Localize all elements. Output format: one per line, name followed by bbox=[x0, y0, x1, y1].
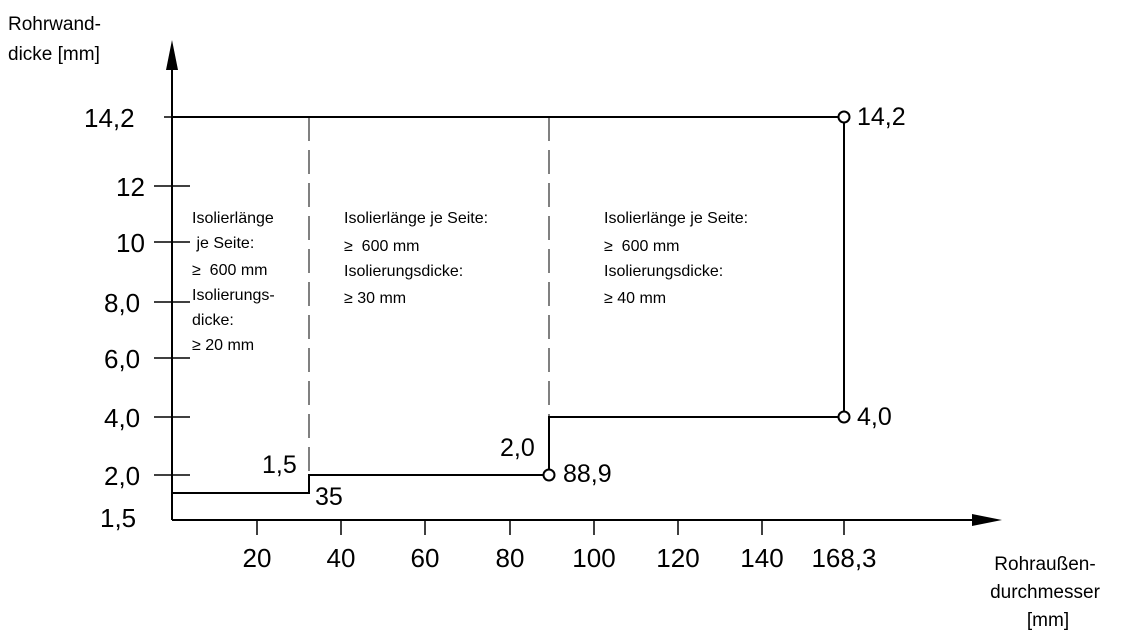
y-axis-title-line-1: Rohrwand- bbox=[8, 14, 101, 35]
x-axis-title-line-1: Rohraußen- bbox=[994, 554, 1095, 575]
x-tick-label: 168,3 bbox=[811, 543, 876, 573]
x-tick-label: 80 bbox=[496, 543, 525, 573]
zone-text-line: ≥ 30 mm bbox=[344, 290, 406, 307]
x-tick-label: 60 bbox=[411, 543, 440, 573]
zone-1-text: Isolierlänge je Seite: ≥ 600 mm Isolieru… bbox=[192, 210, 275, 354]
x-axis-title-line-3: [mm] bbox=[1027, 610, 1069, 631]
zone-text-line: Isolierlänge je Seite: bbox=[344, 210, 488, 227]
x-axis-arrow bbox=[972, 514, 1002, 526]
min-wall-thickness-step-line bbox=[548, 416, 838, 469]
zone-text-line: Isolierungsdicke: bbox=[604, 263, 723, 280]
annotation-step1-diameter: 35 bbox=[315, 483, 343, 511]
annotation-step2-wall: 2,0 bbox=[500, 434, 535, 462]
zone-text-line: dicke: bbox=[192, 312, 234, 329]
x-axis-title-line-2: durchmesser bbox=[990, 582, 1100, 603]
zone-text-line: Isolierlänge je Seite: bbox=[604, 210, 748, 227]
zone-2-text: Isolierlänge je Seite: ≥ 600 mm Isolieru… bbox=[344, 210, 488, 307]
zone-text-line: Isolierungs- bbox=[192, 287, 275, 304]
y-axis-arrow bbox=[166, 40, 178, 70]
annotation-step1-wall: 1,5 bbox=[262, 451, 297, 479]
point-marker bbox=[837, 110, 851, 124]
zone-3-text: Isolierlänge je Seite: ≥ 600 mm Isolieru… bbox=[604, 210, 748, 307]
y-tick-label: 4,0 bbox=[104, 403, 140, 433]
annotation-top-wall: 14,2 bbox=[857, 103, 906, 131]
y-tick-label: 10 bbox=[116, 228, 145, 258]
point-marker bbox=[837, 410, 851, 424]
y-tick-label: 2,0 bbox=[104, 461, 140, 491]
zone-text-line: je Seite: bbox=[192, 235, 254, 252]
y-tick-label: 1,5 bbox=[100, 503, 136, 533]
min-wall-thickness-step-line bbox=[172, 474, 545, 494]
zone-text-line: ≥ 600 mm bbox=[192, 262, 267, 279]
zone-text-line: ≥ 600 mm bbox=[604, 238, 679, 255]
zone-text-line: ≥ 600 mm bbox=[344, 238, 419, 255]
y-tick-label: 12 bbox=[116, 172, 145, 202]
x-tick-label: 120 bbox=[656, 543, 699, 573]
zone-text-line: Isolierlänge bbox=[192, 210, 274, 227]
y-axis-title-line-2: dicke [mm] bbox=[8, 44, 100, 65]
y-tick-label: 8,0 bbox=[104, 288, 140, 318]
zone-text-line: ≥ 20 mm bbox=[192, 337, 254, 354]
x-tick-label: 40 bbox=[327, 543, 356, 573]
point-marker bbox=[542, 468, 556, 482]
x-tick-label: 100 bbox=[572, 543, 615, 573]
zone-text-line: ≥ 40 mm bbox=[604, 290, 666, 307]
x-tick-label: 20 bbox=[243, 543, 272, 573]
zone-text-line: Isolierungsdicke: bbox=[344, 263, 463, 280]
annotation-step2-diameter: 88,9 bbox=[563, 460, 612, 488]
y-tick-label: 6,0 bbox=[104, 344, 140, 374]
annotation-step3-wall: 4,0 bbox=[857, 403, 892, 431]
y-tick-label: 14,2 bbox=[84, 103, 135, 133]
x-tick-label: 140 bbox=[740, 543, 783, 573]
